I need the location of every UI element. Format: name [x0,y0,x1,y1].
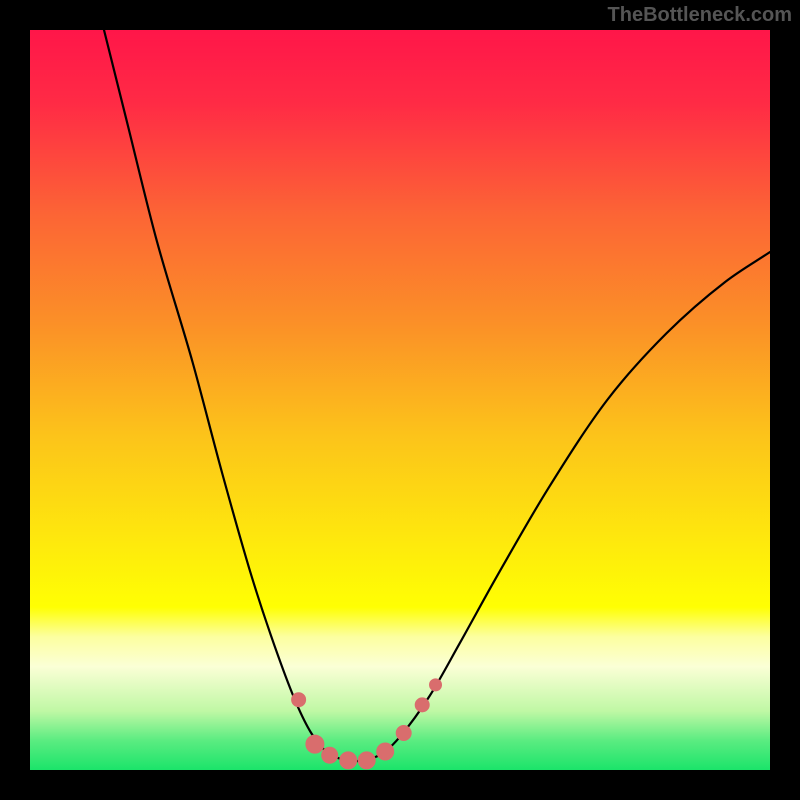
marker-point [430,679,442,691]
marker-point [415,698,429,712]
marker-point [292,693,306,707]
plot-area [30,30,770,770]
watermark-text: TheBottleneck.com [608,4,792,27]
bottleneck-chart [0,0,800,800]
marker-point [322,747,338,763]
marker-point [340,752,357,769]
marker-point [306,735,324,753]
marker-point [358,752,375,769]
marker-point [396,726,411,741]
marker-point [377,743,394,760]
